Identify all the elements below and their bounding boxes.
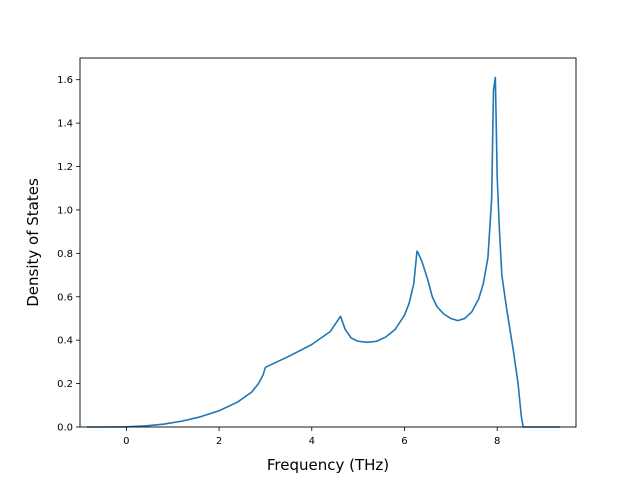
y-axis-ticks: 0.0 0.2 0.4 0.6 0.8 1.0 1.2 1.4 1.6 (57, 75, 80, 434)
y-tick-label: 1.4 (57, 119, 73, 130)
axes: 0 2 4 6 8 0.0 0.2 0.4 0.6 0.8 1.0 1.2 1.4 1.6 Freque… (24, 57, 577, 474)
y-tick-label: 1.2 (57, 162, 73, 173)
y-tick-label: 1.6 (57, 75, 73, 86)
x-tick-label: 8 (494, 436, 500, 447)
y-tick-label: 0.4 (57, 336, 73, 347)
x-tick-label: 4 (309, 436, 315, 447)
x-axis-title: Frequency (THz) (267, 456, 389, 474)
y-tick-label: 0.8 (57, 249, 73, 260)
x-tick-label: 6 (401, 436, 407, 447)
y-tick-label: 1.0 (57, 205, 73, 216)
x-tick-label: 0 (123, 436, 129, 447)
plot-area (86, 76, 560, 428)
plot-frame (79, 57, 577, 428)
y-tick-label: 0.2 (57, 379, 73, 390)
y-tick-label: 0.0 (57, 423, 73, 434)
y-axis-title: Density of States (24, 178, 42, 307)
x-tick-label: 2 (216, 436, 222, 447)
y-tick-label: 0.6 (57, 292, 73, 303)
x-axis-ticks: 0 2 4 6 8 (123, 427, 500, 447)
dos-line (86, 76, 560, 428)
